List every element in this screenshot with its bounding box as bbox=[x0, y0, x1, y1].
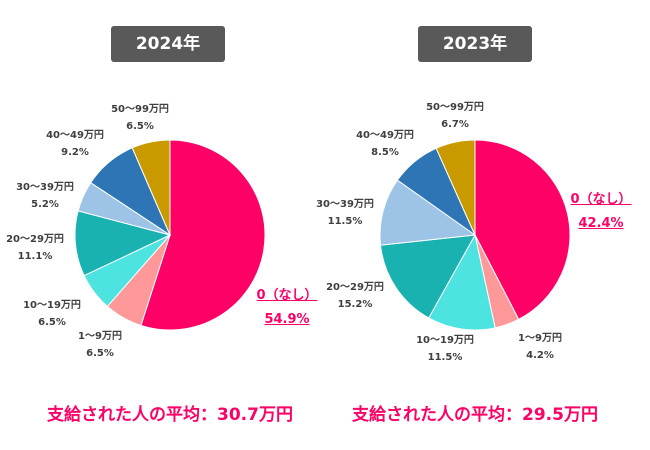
category-label: 50～99万円 bbox=[426, 102, 484, 113]
slice-label: 30～39万円 5.2% bbox=[16, 179, 74, 213]
pie-slice bbox=[131, 139, 171, 236]
slice-label: 1～9万円 6.5% bbox=[78, 328, 122, 362]
average-text: 支給された人の平均：30.7万円 bbox=[47, 405, 293, 425]
pie-slice bbox=[428, 233, 496, 331]
average-text: 支給された人の平均：29.5万円 bbox=[352, 405, 598, 425]
percent-label: 9.2% bbox=[61, 147, 89, 158]
category-label: 1～9万円 bbox=[78, 331, 122, 342]
slice-label: 10～19万円 6.5% bbox=[23, 297, 81, 331]
percent-label: 42.4% bbox=[578, 216, 624, 231]
pie-slice bbox=[379, 234, 476, 319]
percent-label: 8.5% bbox=[371, 147, 399, 158]
slice-label: 10～19万円 11.5% bbox=[416, 332, 474, 366]
slice-label: 0（なし） 42.4% bbox=[570, 188, 631, 236]
percent-label: 6.5% bbox=[86, 348, 114, 359]
percent-label: 5.2% bbox=[31, 199, 59, 210]
category-label: 40～49万円 bbox=[46, 130, 104, 141]
pie-slice bbox=[379, 179, 477, 246]
pie-slice bbox=[474, 139, 571, 321]
pie-slice bbox=[140, 139, 266, 331]
percent-label: 15.2% bbox=[337, 299, 373, 310]
slice-label: 50～99万円 6.5% bbox=[111, 101, 169, 135]
pie-slice bbox=[74, 210, 172, 277]
category-label: 20～29万円 bbox=[326, 282, 384, 293]
percent-label: 6.5% bbox=[38, 317, 66, 328]
slice-label: 50～99万円 6.7% bbox=[426, 99, 484, 133]
category-label: 20～29万円 bbox=[6, 234, 64, 245]
slice-label: 40～49万円 9.2% bbox=[46, 127, 104, 161]
category-label: 0（なし） bbox=[570, 192, 632, 207]
percent-label: 11.5% bbox=[427, 352, 463, 363]
percent-label: 6.7% bbox=[441, 119, 469, 130]
percent-label: 4.2% bbox=[526, 350, 554, 361]
chart-title: 2024年 bbox=[111, 26, 225, 62]
slice-label: 40～49万円 8.5% bbox=[356, 127, 414, 161]
category-label: 10～19万円 bbox=[23, 300, 81, 311]
pie-slice bbox=[435, 139, 476, 236]
category-label: 30～39万円 bbox=[16, 182, 74, 193]
percent-label: 11.5% bbox=[327, 216, 363, 227]
category-label: 10～19万円 bbox=[416, 335, 474, 346]
slice-label: 0（なし） 54.9% bbox=[256, 284, 317, 332]
category-label: 1～9万円 bbox=[518, 333, 562, 344]
category-label: 50～99万円 bbox=[111, 104, 169, 115]
slice-label: 20～29万円 11.1% bbox=[6, 231, 64, 265]
percent-label: 11.1% bbox=[17, 251, 53, 262]
slice-label: 30～39万円 11.5% bbox=[316, 196, 374, 230]
percent-label: 6.5% bbox=[126, 121, 154, 132]
category-label: 40～49万円 bbox=[356, 130, 414, 141]
slice-label: 1～9万円 4.2% bbox=[518, 330, 562, 364]
category-label: 0（なし） bbox=[256, 288, 318, 303]
category-label: 30～39万円 bbox=[316, 199, 374, 210]
slice-label: 20～29万円 15.2% bbox=[326, 279, 384, 313]
chart-title: 2023年 bbox=[418, 26, 532, 62]
percent-label: 54.9% bbox=[264, 312, 310, 327]
